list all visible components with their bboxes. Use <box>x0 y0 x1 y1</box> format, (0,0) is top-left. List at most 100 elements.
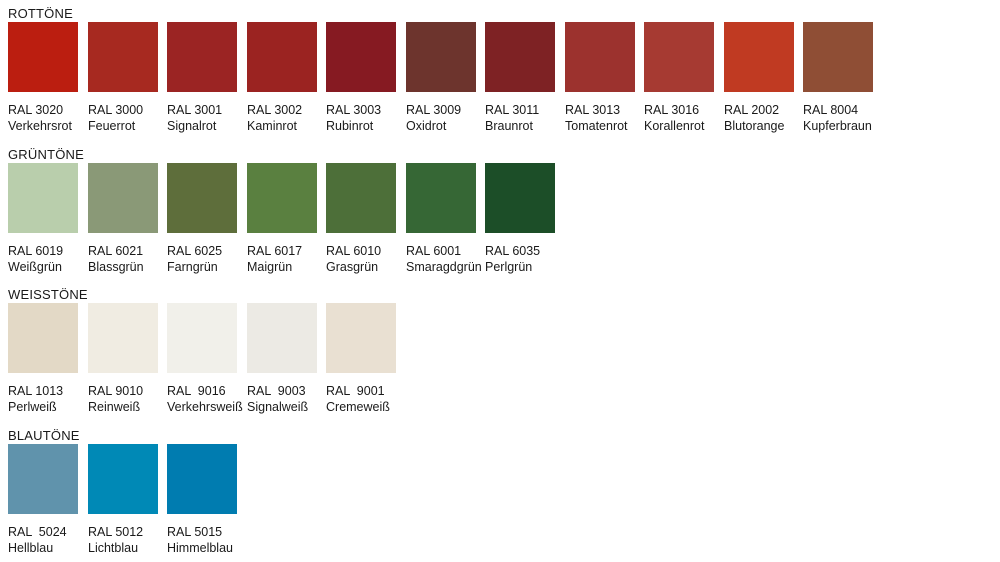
color-swatch <box>406 22 476 92</box>
color-item: RAL 6021 Blassgrün <box>88 163 168 275</box>
ral-code: RAL 6019 <box>8 244 64 258</box>
color-name: Lichtblau <box>88 541 139 555</box>
swatch-row: RAL 5024 Hellblau RAL 5012 Lichtblau RAL 501… <box>8 444 998 556</box>
color-name: Weißgrün <box>8 260 62 274</box>
color-name: Reinweiß <box>88 400 141 414</box>
color-item: RAL 6025 Farngrün <box>167 163 247 275</box>
color-name: Oxidrot <box>406 119 447 133</box>
ral-code: RAL 2002 <box>724 103 780 117</box>
ral-code: RAL 9003 <box>247 384 306 398</box>
color-item: RAL 9003 Signalweiß <box>247 303 327 415</box>
ral-code: RAL 9016 <box>167 384 226 398</box>
color-swatch <box>485 22 555 92</box>
ral-code: RAL 3001 <box>167 103 223 117</box>
color-name: Verkehrsweiß <box>167 400 243 414</box>
color-swatch <box>247 163 317 233</box>
color-item: RAL 6010 Grasgrün <box>326 163 406 275</box>
color-item: RAL 9010 Reinweiß <box>88 303 168 415</box>
color-item: RAL 3011 Braunrot <box>485 22 565 134</box>
color-item: RAL 3013 Tomatenrot <box>565 22 645 134</box>
ral-code: RAL 6025 <box>167 244 223 258</box>
color-item: RAL 5015 Himmelblau <box>167 444 247 556</box>
color-item: RAL 3020 Verkehrsrot <box>8 22 88 134</box>
group-heading: GRÜNTÖNE <box>8 147 84 162</box>
color-swatch <box>326 163 396 233</box>
color-item: RAL 5012 Lichtblau <box>88 444 168 556</box>
color-swatch <box>167 444 237 514</box>
swatch-row: RAL 6019 Weißgrün RAL 6021 Blassgrün RAL 602… <box>8 163 998 275</box>
color-name: Blassgrün <box>88 260 144 274</box>
ral-code: RAL 3020 <box>8 103 64 117</box>
color-swatch <box>8 444 78 514</box>
color-name: Signalrot <box>167 119 217 133</box>
color-swatch <box>565 22 635 92</box>
ral-code: RAL 6021 <box>88 244 144 258</box>
group-heading: WEISSTÖNE <box>8 287 88 302</box>
color-name: Rubinrot <box>326 119 374 133</box>
color-swatch <box>247 22 317 92</box>
color-swatch <box>326 303 396 373</box>
color-name: Farngrün <box>167 260 218 274</box>
ral-code: RAL 3016 <box>644 103 700 117</box>
color-item: RAL 3001 Signalrot <box>167 22 247 134</box>
color-name: Kupferbraun <box>803 119 872 133</box>
swatch-row: RAL 1013 Perlweiß RAL 9010 Reinweiß RAL 9016… <box>8 303 998 415</box>
color-name: Braunrot <box>485 119 533 133</box>
color-swatch <box>167 303 237 373</box>
ral-code: RAL 6010 <box>326 244 382 258</box>
ral-code: RAL 3009 <box>406 103 462 117</box>
color-name: Hellblau <box>8 541 54 555</box>
ral-code: RAL 9010 <box>88 384 144 398</box>
color-swatch <box>803 22 873 92</box>
color-name: Korallenrot <box>644 119 705 133</box>
color-swatch <box>88 444 158 514</box>
color-name: Himmelblau <box>167 541 233 555</box>
color-swatch <box>88 22 158 92</box>
color-name: Perlweiß <box>8 400 57 414</box>
ral-code: RAL 8004 <box>803 103 859 117</box>
color-name: Blutorange <box>724 119 785 133</box>
ral-code: RAL 3000 <box>88 103 144 117</box>
color-swatch <box>247 303 317 373</box>
color-item: RAL 9016 Verkehrsweiß <box>167 303 247 415</box>
color-item: RAL 8004 Kupferbraun <box>803 22 883 134</box>
color-swatch <box>8 22 78 92</box>
color-item: RAL 3003 Rubinrot <box>326 22 406 134</box>
color-swatch <box>644 22 714 92</box>
color-item: RAL 5024 Hellblau <box>8 444 88 556</box>
ral-code: RAL 9001 <box>326 384 385 398</box>
group-heading: BLAUTÖNE <box>8 428 80 443</box>
color-item: RAL 3002 Kaminrot <box>247 22 327 134</box>
ral-code: RAL 6035 <box>485 244 541 258</box>
color-swatch <box>406 163 476 233</box>
swatch-row: RAL 3020 Verkehrsrot RAL 3000 Feuerrot RAL 3… <box>8 22 998 134</box>
color-name: Feuerrot <box>88 119 136 133</box>
color-item: RAL 3016 Korallenrot <box>644 22 724 134</box>
ral-code: RAL 3003 <box>326 103 382 117</box>
color-name: Maigrün <box>247 260 293 274</box>
color-swatch <box>88 303 158 373</box>
color-item: RAL 2002 Blutorange <box>724 22 804 134</box>
color-item: RAL 3009 Oxidrot <box>406 22 486 134</box>
color-name: Cremeweiß <box>326 400 390 414</box>
color-name: Kaminrot <box>247 119 298 133</box>
color-item: RAL 6035 Perlgrün <box>485 163 565 275</box>
color-swatch <box>724 22 794 92</box>
color-swatch <box>167 22 237 92</box>
color-swatch <box>485 163 555 233</box>
color-name: Tomatenrot <box>565 119 628 133</box>
color-item: RAL 6001 Smaragdgrün <box>406 163 486 275</box>
color-name: Verkehrsrot <box>8 119 72 133</box>
ral-code: RAL 5012 <box>88 525 144 539</box>
ral-code: RAL 3002 <box>247 103 303 117</box>
color-swatch <box>167 163 237 233</box>
ral-code: RAL 1013 <box>8 384 64 398</box>
color-item: RAL 3000 Feuerrot <box>88 22 168 134</box>
ral-code: RAL 3013 <box>565 103 621 117</box>
color-name: Grasgrün <box>326 260 379 274</box>
ral-code: RAL 6001 <box>406 244 462 258</box>
color-item: RAL 6019 Weißgrün <box>8 163 88 275</box>
group-heading: ROTTÖNE <box>8 6 73 21</box>
color-swatch <box>8 163 78 233</box>
color-item: RAL 9001 Cremeweiß <box>326 303 406 415</box>
